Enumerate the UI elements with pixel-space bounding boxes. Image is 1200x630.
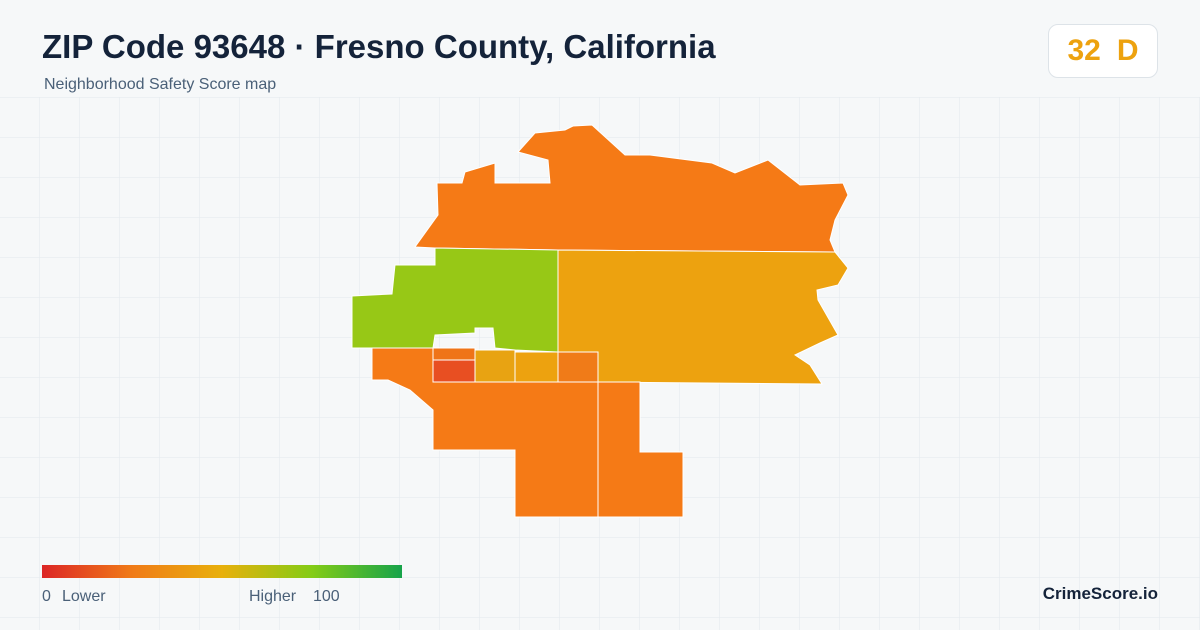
brand: CrimeScore.io (1042, 584, 1158, 603)
region (432, 359, 476, 383)
score: 32 (1067, 34, 1101, 67)
region (474, 349, 516, 383)
region (351, 247, 559, 353)
grade: D (1116, 34, 1139, 67)
region (597, 381, 684, 518)
title: ZIP Code 93648 · Fresno County, Californ… (42, 28, 716, 65)
legend-min: 0 (42, 588, 51, 605)
subtitle: Neighborhood Safety Score map (44, 76, 277, 93)
region (557, 249, 849, 385)
legend-max-label: Higher (249, 588, 297, 605)
legend-min-label: Lower (62, 588, 106, 605)
score-badge: 32 D (1048, 24, 1158, 78)
region (557, 351, 599, 383)
region (414, 124, 849, 253)
region (432, 347, 476, 361)
legend-bar (42, 565, 402, 578)
region (514, 351, 559, 383)
regions (351, 124, 849, 518)
legend-max: 100 (313, 588, 340, 605)
